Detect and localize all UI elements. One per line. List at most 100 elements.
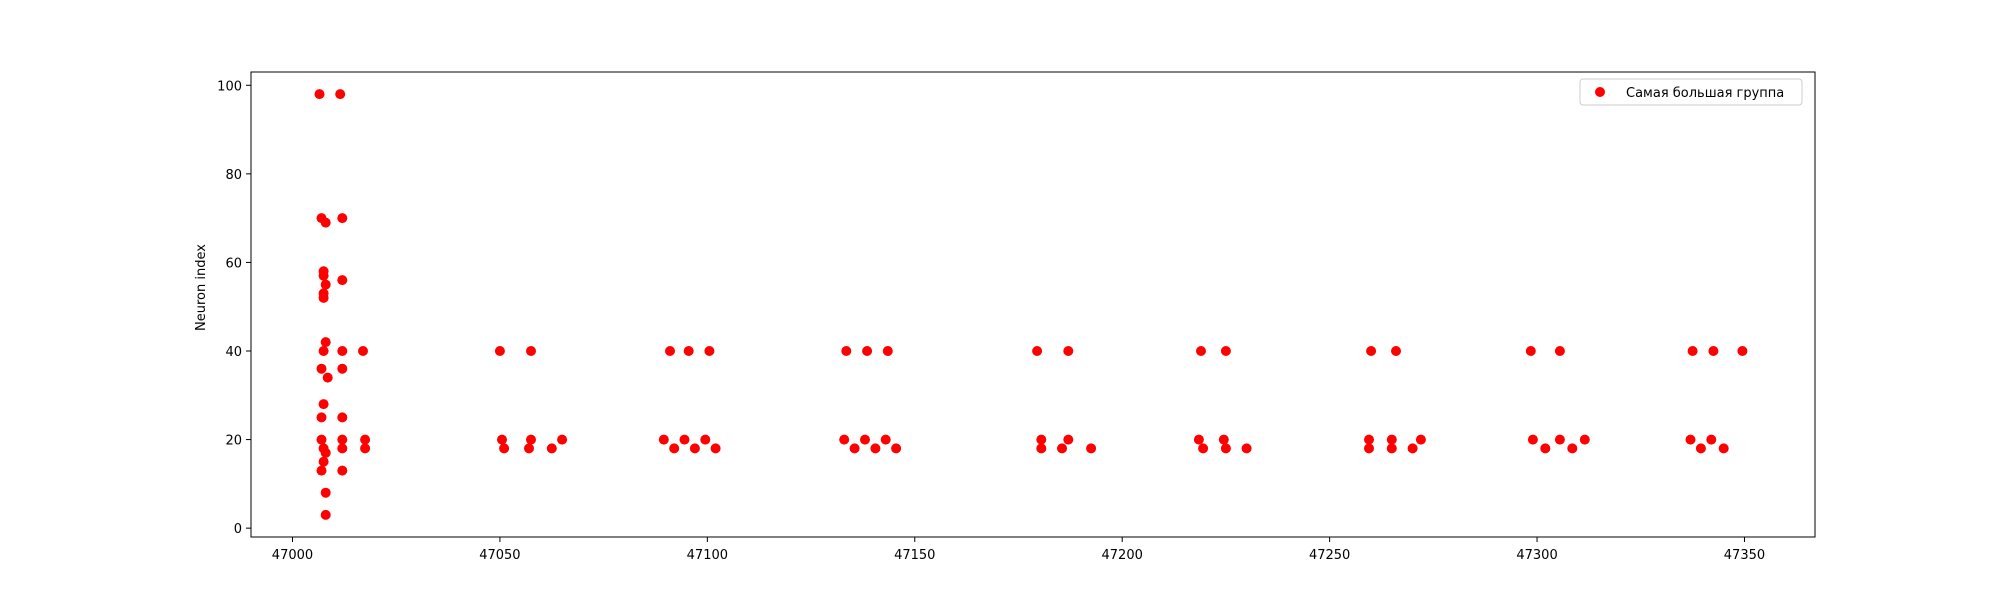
data-point	[1032, 346, 1043, 356]
data-point	[1220, 346, 1231, 356]
data-point	[1695, 443, 1706, 454]
data-point	[494, 346, 505, 356]
data-point	[1364, 434, 1374, 445]
data-point	[1706, 434, 1717, 445]
data-point	[546, 443, 557, 454]
data-point	[320, 217, 331, 228]
data-point	[320, 487, 331, 498]
x-tick-label: 47350	[1724, 548, 1765, 563]
data-point	[1036, 434, 1047, 445]
data-point	[322, 372, 333, 383]
y-tick-label: 20	[225, 434, 242, 449]
data-point	[891, 443, 902, 454]
data-point	[337, 346, 348, 356]
data-point	[1057, 443, 1067, 454]
data-point	[316, 434, 327, 445]
plot-frame	[250, 71, 1816, 538]
data-point	[700, 434, 711, 445]
data-point	[337, 213, 348, 224]
y-tick-label: 60	[225, 256, 242, 271]
y-axis: 0 20 40 60 80 100	[217, 79, 251, 537]
data-point	[1086, 443, 1097, 454]
x-tick-label: 47150	[894, 548, 935, 563]
data-point	[1193, 434, 1204, 445]
data-point	[316, 465, 327, 476]
data-point	[1036, 443, 1047, 454]
data-point	[880, 434, 891, 445]
data-point	[318, 292, 329, 303]
data-point	[337, 363, 348, 374]
data-point	[318, 456, 329, 467]
data-point	[1386, 434, 1397, 445]
data-point	[1540, 443, 1551, 454]
data-point	[526, 346, 536, 356]
data-point	[1579, 434, 1590, 445]
x-tick-label: 47250	[1309, 548, 1350, 563]
data-point	[665, 346, 675, 356]
data-point	[1708, 346, 1719, 356]
data-point	[320, 337, 331, 348]
data-point	[1196, 346, 1206, 356]
data-point	[658, 434, 669, 445]
data-point	[526, 434, 536, 445]
data-point	[1198, 443, 1209, 454]
data-point	[669, 443, 680, 454]
data-point	[314, 89, 325, 100]
data-point	[841, 346, 852, 356]
data-point	[1567, 443, 1578, 454]
data-point	[710, 443, 721, 454]
x-tick-label: 47100	[687, 548, 728, 563]
data-point	[318, 346, 329, 356]
data-point	[1407, 443, 1418, 454]
data-point	[499, 443, 510, 454]
data-point	[524, 443, 534, 454]
data-point	[1386, 443, 1397, 454]
data-point	[337, 443, 348, 454]
data-point	[882, 346, 893, 356]
data-point	[318, 270, 329, 281]
data-point	[316, 412, 327, 423]
x-tick-label: 47200	[1102, 548, 1143, 563]
data-point	[1063, 434, 1074, 445]
data-point	[337, 275, 348, 286]
y-tick-label: 100	[217, 79, 242, 94]
x-tick-label: 47300	[1516, 548, 1557, 563]
data-point	[1218, 434, 1229, 445]
data-point	[1687, 346, 1698, 356]
data-point	[360, 443, 371, 454]
y-tick-label: 0	[234, 522, 242, 537]
x-tick-label: 47000	[272, 548, 313, 563]
data-point	[1063, 346, 1074, 356]
data-point	[335, 89, 346, 100]
data-point	[337, 465, 348, 476]
data-point	[1220, 443, 1231, 454]
data-point	[1685, 434, 1696, 445]
legend-label: Самая большая группа	[1626, 86, 1784, 101]
data-point	[337, 412, 348, 423]
data-point	[1554, 434, 1565, 445]
data-point	[689, 443, 700, 454]
x-tick-label: 47050	[479, 548, 520, 563]
data-point	[360, 434, 371, 445]
data-point	[1527, 434, 1538, 445]
data-point	[1718, 443, 1729, 454]
data-points	[314, 89, 1748, 520]
data-point	[497, 434, 507, 445]
data-point	[849, 443, 860, 454]
data-point	[1737, 346, 1748, 356]
data-point	[862, 346, 873, 356]
data-point	[839, 434, 850, 445]
data-point	[704, 346, 715, 356]
data-point	[358, 346, 368, 356]
data-point	[1241, 443, 1252, 454]
y-tick-label: 80	[225, 168, 242, 183]
data-point	[320, 447, 331, 458]
data-point	[318, 399, 329, 410]
data-point	[1366, 346, 1377, 356]
data-point	[860, 434, 870, 445]
data-point	[1415, 434, 1426, 445]
legend-marker	[1595, 87, 1605, 97]
data-point	[316, 363, 327, 374]
data-point	[1525, 346, 1536, 356]
